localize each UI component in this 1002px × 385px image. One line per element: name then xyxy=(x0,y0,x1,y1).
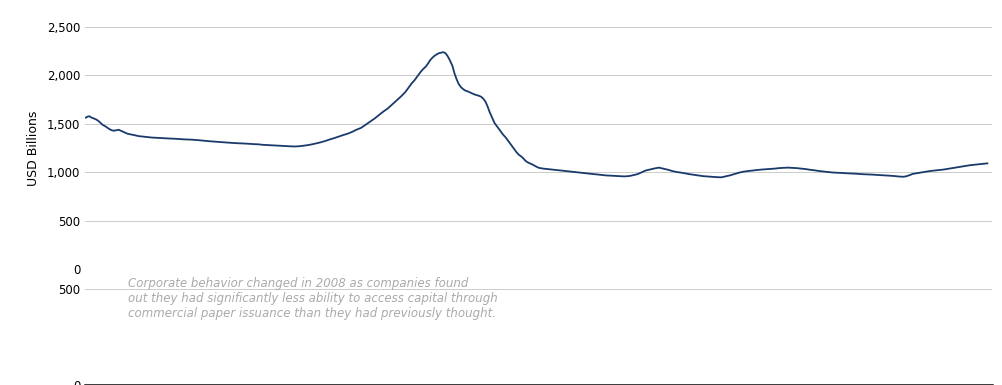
Y-axis label: USD Billions: USD Billions xyxy=(27,110,40,186)
Text: Corporate behavior changed in 2008 as companies found
out they had significantly: Corporate behavior changed in 2008 as co… xyxy=(128,277,498,320)
